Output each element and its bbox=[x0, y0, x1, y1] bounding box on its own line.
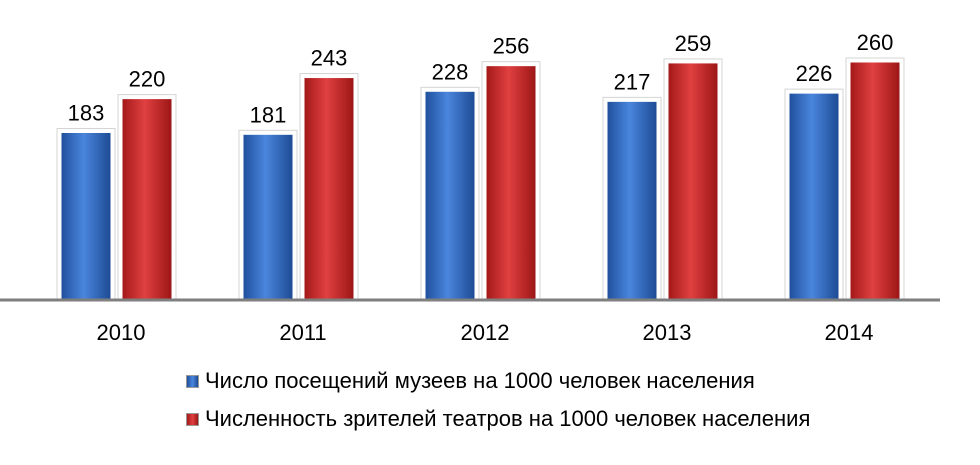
x-tick-label-2011: 2011 bbox=[279, 320, 326, 345]
legend-label-museums: Число посещений музеев на 1000 человек н… bbox=[205, 368, 755, 393]
x-tick-label-2012: 2012 bbox=[461, 320, 510, 345]
bar-2013-s0 bbox=[606, 100, 658, 301]
legend-item-museums: Число посещений музеев на 1000 человек н… bbox=[186, 362, 810, 400]
bar-2011-s0 bbox=[242, 133, 294, 301]
legend: Число посещений музеев на 1000 человек н… bbox=[186, 362, 810, 438]
bar-2013-s1 bbox=[667, 62, 719, 301]
data-label-2012-s0: 228 bbox=[432, 59, 469, 84]
data-label-2013-s0: 217 bbox=[614, 69, 651, 94]
plot-area: 183 220 181 243 228 256 217 259 226 260 bbox=[56, 30, 905, 301]
data-label-2014-s1: 260 bbox=[857, 30, 894, 55]
data-label-2010-s0: 183 bbox=[68, 100, 105, 125]
legend-label-theatres: Численность зрителей театров на 1000 чел… bbox=[205, 406, 811, 431]
data-label-2011-s1: 243 bbox=[311, 46, 348, 71]
data-label-2014-s0: 226 bbox=[796, 61, 833, 86]
data-label-2010-s1: 220 bbox=[129, 67, 166, 92]
bar-2014-s1 bbox=[849, 61, 901, 301]
bar-2011-s1 bbox=[303, 77, 355, 301]
legend-swatch-theatres bbox=[186, 412, 199, 426]
x-axis-ticks: 2010 2011 2012 2013 2014 bbox=[97, 320, 874, 345]
bar-2012-s0 bbox=[424, 90, 476, 301]
legend-swatch-museums bbox=[186, 374, 199, 388]
bar-2012-s1 bbox=[485, 65, 537, 301]
data-label-2011-s0: 181 bbox=[250, 102, 287, 127]
legend-item-theatres: Численность зрителей театров на 1000 чел… bbox=[186, 400, 810, 438]
x-tick-label-2014: 2014 bbox=[825, 320, 874, 345]
bar-2010-s0 bbox=[60, 131, 112, 301]
bar-2014-s0 bbox=[788, 92, 840, 301]
data-label-2013-s1: 259 bbox=[675, 31, 712, 56]
bar-2010-s1 bbox=[121, 98, 173, 301]
x-tick-label-2010: 2010 bbox=[97, 320, 146, 345]
x-tick-label-2013: 2013 bbox=[643, 320, 692, 345]
data-label-2012-s1: 256 bbox=[493, 34, 530, 59]
